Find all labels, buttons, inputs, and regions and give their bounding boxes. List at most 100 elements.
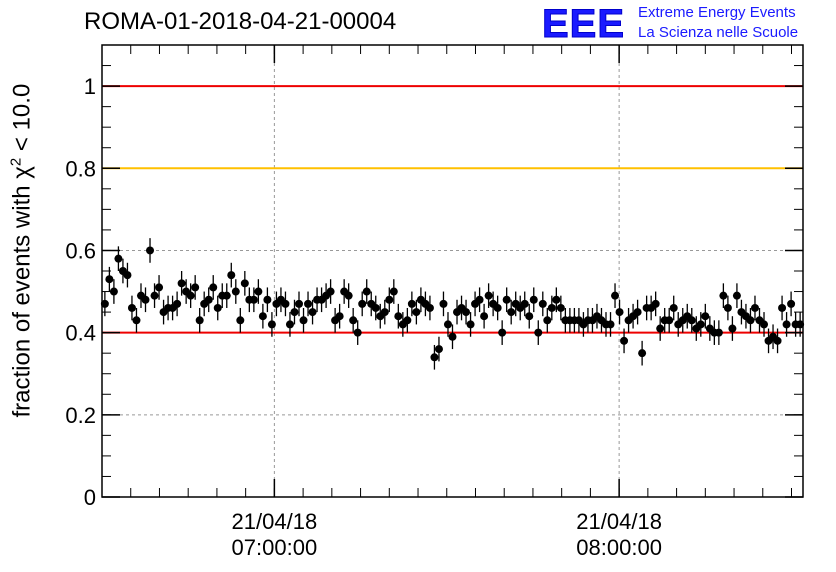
data-point [412, 308, 421, 317]
data-point [696, 320, 705, 329]
data-point [719, 291, 728, 300]
y-tick-label: 0.6 [65, 238, 96, 263]
data-point [258, 312, 267, 321]
data-point [150, 291, 159, 300]
data-point [462, 308, 471, 317]
data-point [448, 332, 457, 341]
data-point [155, 283, 164, 292]
data-point [778, 303, 787, 312]
tick-labels: 00.20.40.60.8121/04/1807:00:0021/04/1808… [65, 74, 662, 560]
data-point [443, 320, 452, 329]
data-point [105, 275, 114, 284]
data-point [606, 320, 615, 329]
data-point [746, 316, 755, 325]
chart-title: ROMA-01-2018-04-21-00004 [84, 8, 397, 35]
data-point [114, 254, 123, 263]
data-point [240, 279, 249, 288]
x-tick-label-time: 07:00:00 [232, 535, 318, 560]
data-point [651, 299, 660, 308]
data-point [335, 312, 344, 321]
data-point [434, 345, 443, 354]
logo-mark: EEE [541, 2, 626, 47]
data-point [177, 279, 186, 288]
data-point [547, 303, 556, 312]
data-point [407, 299, 416, 308]
data-point [493, 303, 502, 312]
data-point [380, 308, 389, 317]
data-point [326, 287, 335, 296]
data-point [796, 320, 805, 329]
data-point [638, 349, 647, 358]
logo-line2: La Scienza nelle Scuole [638, 24, 799, 41]
data-point [787, 299, 796, 308]
data-point [100, 299, 109, 308]
data-point [502, 295, 511, 304]
data-point [430, 353, 439, 362]
data-point [552, 295, 561, 304]
data-point [123, 271, 132, 280]
y-tick-label: 1 [84, 74, 96, 99]
data-point [362, 287, 371, 296]
data-point [701, 312, 710, 321]
data-point [109, 287, 118, 296]
axis-ticks [101, 44, 803, 498]
data-point [344, 291, 353, 300]
data-point [615, 308, 624, 317]
data-point [656, 324, 665, 333]
data-point [714, 328, 723, 337]
data-point [669, 303, 678, 312]
data-point [529, 295, 538, 304]
x-tick-label-date: 21/04/18 [232, 509, 318, 534]
data-point [299, 316, 308, 325]
data-point [254, 287, 263, 296]
data-point [127, 303, 136, 312]
data-point [507, 308, 516, 317]
data-point [620, 336, 629, 345]
data-point [204, 295, 213, 304]
data-point [475, 295, 484, 304]
data-point [285, 320, 294, 329]
grid-lines [102, 45, 803, 497]
data-point [263, 295, 272, 304]
data-point [773, 336, 782, 345]
data-point [439, 299, 448, 308]
logo-line1: Extreme Energy Events [638, 4, 796, 21]
reference-lines [102, 85, 803, 334]
data-point [782, 320, 791, 329]
x-tick-label-date: 21/04/18 [576, 509, 662, 534]
x-tick-label-time: 08:00:00 [576, 535, 662, 560]
data-point [146, 246, 155, 255]
y-tick-label: 0.4 [65, 321, 96, 346]
data-point [403, 316, 412, 325]
data-point [358, 299, 367, 308]
data-point [236, 316, 245, 325]
data-point [538, 299, 547, 308]
data-point [353, 328, 362, 337]
data-point [308, 308, 317, 317]
data-point [498, 328, 507, 337]
data-point [295, 299, 304, 308]
data-point [389, 287, 398, 296]
data-point [191, 283, 200, 292]
data-point [281, 299, 290, 308]
data-point [267, 320, 276, 329]
data-point [525, 312, 534, 321]
data-point [385, 295, 394, 304]
data-point [425, 303, 434, 312]
data-point [611, 291, 620, 300]
data-point [186, 291, 195, 300]
data-point [760, 320, 769, 329]
data-point [480, 312, 489, 321]
data-point [249, 295, 258, 304]
data-point [723, 303, 732, 312]
data-point [231, 287, 240, 296]
data-point [209, 283, 218, 292]
data-point [665, 316, 674, 325]
data-point [556, 303, 565, 312]
data-point [394, 312, 403, 321]
data-point [750, 303, 759, 312]
data-point [213, 303, 222, 312]
data-point [466, 320, 475, 329]
data-point [484, 291, 493, 300]
